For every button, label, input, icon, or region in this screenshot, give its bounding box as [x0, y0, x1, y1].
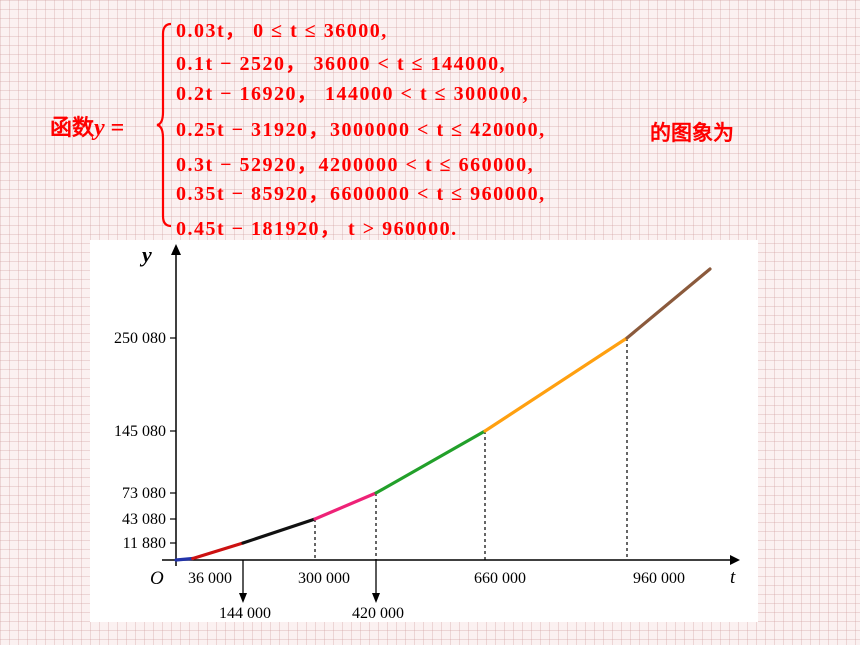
x-tick-label-4: 960 000: [633, 570, 685, 587]
y-tick-label-5: 250 080: [114, 330, 166, 347]
segment-2: [191, 541, 245, 561]
left-brace: [156, 22, 172, 228]
case-6: 0.35t − 85920，6600000 < t ≤ 960000,: [176, 183, 546, 205]
x-tick-label-3: 660 000: [474, 570, 526, 587]
y-tick-label-3: 73 080: [122, 485, 166, 502]
case-3: 0.2t − 16920， 144000 < t ≤ 300000,: [176, 83, 530, 105]
plot-panel: 11 880 43 080 73 080 145 080 250 080 36 000 30…: [90, 240, 758, 622]
case-2: 0.1t − 2520， 36000 < t ≤ 144000,: [176, 53, 507, 75]
x-tick-label-2: 300 000: [298, 570, 350, 587]
function-label: 函数y =: [50, 110, 124, 142]
piecewise-chart: 11 880 43 080 73 080 145 080 250 080 36 000 30…: [114, 242, 740, 622]
case-7: 0.45t − 181920， t > 960000.: [176, 218, 458, 240]
case-4: 0.25t − 31920，3000000 < t ≤ 420000,: [176, 119, 546, 141]
y-tick-label-1: 11 880: [123, 535, 166, 552]
y-tick-label-2: 43 080: [122, 511, 166, 528]
graph-suffix: 的图象为: [650, 121, 734, 145]
equals-sign: =: [104, 115, 125, 141]
down-arrow-head-1: [239, 593, 247, 603]
x-axis-label: t: [730, 567, 736, 588]
case-5: 0.3t − 52920，4200000 < t ≤ 660000,: [176, 154, 535, 176]
x-tick-label-below-1: 144 000: [219, 605, 271, 622]
segment-3: [241, 517, 317, 545]
case-1: 0.03t， 0 ≤ t ≤ 36000,: [176, 20, 388, 42]
segment-7: [625, 267, 712, 340]
down-arrow-head-2: [372, 593, 380, 603]
y-axis-label: y: [139, 242, 152, 267]
segment-6: [483, 336, 629, 433]
x-axis-arrowhead: [730, 555, 740, 565]
segment-5: [374, 429, 487, 495]
segment-1: [174, 556, 195, 562]
function-variable: y: [94, 115, 105, 141]
function-prefix: 函数: [50, 116, 95, 141]
origin-label: O: [150, 568, 164, 589]
x-tick-label-1: 36 000: [188, 570, 232, 587]
y-axis-arrowhead: [171, 244, 181, 255]
x-tick-label-below-2: 420 000: [352, 605, 404, 622]
segment-4: [313, 491, 378, 521]
y-tick-label-4: 145 080: [114, 423, 166, 440]
